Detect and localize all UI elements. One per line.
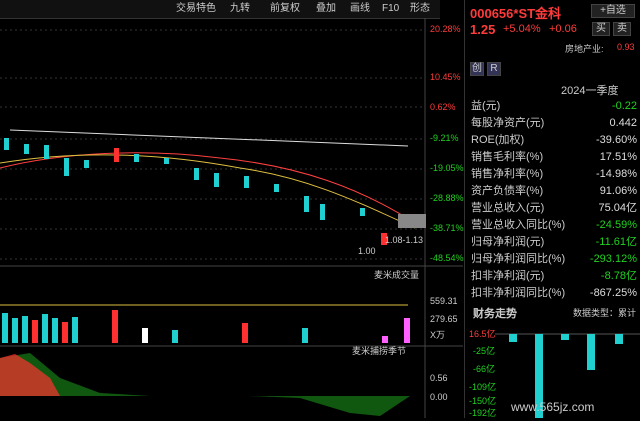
buy-button[interactable]: 买: [592, 22, 610, 36]
fin-row: 营业总收入同比(%) -24.59%: [471, 219, 637, 231]
trend-axis-label: -25亿: [473, 346, 496, 356]
fin-row: 资产负债率(%) 91.06%: [471, 185, 637, 197]
volume-unit: X万: [430, 330, 446, 340]
add-watchlist-button[interactable]: +自选: [591, 4, 635, 18]
price-axis-label: -28.88%: [430, 193, 464, 203]
sector-pct: 0.93: [617, 42, 635, 52]
change-pct: +5.04%: [503, 23, 541, 35]
fin-row: 益(元) -0.22: [471, 100, 637, 112]
fin-row: 销售净利率(%) -14.98%: [471, 168, 637, 180]
change-value: +0.06: [549, 23, 577, 35]
price-axis-label: -9.21%: [430, 133, 459, 143]
trend-axis-label: -66亿: [473, 364, 496, 374]
price-axis-label: -38.71%: [430, 223, 464, 233]
fin-row: 归母净利润(元) -11.61亿: [471, 236, 637, 248]
fin-row: 扣非净利润同比(%) -867.25%: [471, 287, 637, 299]
price-axis-label: 0.62%: [430, 102, 456, 112]
sector-label: 房地产业:: [565, 44, 604, 54]
toolbar-forward-adjust[interactable]: 前复权: [270, 3, 300, 14]
volume-axis-label: 279.65: [430, 314, 458, 324]
chart-toolbar: 交易特色 九转 前复权 叠加 画线 F10 形态: [0, 0, 440, 19]
price-axis-label: -48.54%: [430, 253, 464, 263]
toolbar-trade-features[interactable]: 交易特色: [176, 3, 216, 14]
tab-r[interactable]: R: [487, 62, 501, 76]
quote-panel: 000656*ST金科 +自选 1.25 +5.04% +0.06 买 卖 房地…: [464, 0, 640, 418]
fin-row: ROE(加权) -39.60%: [471, 134, 637, 146]
price: 1.25: [470, 22, 496, 37]
trend-chart: [495, 333, 640, 418]
fin-row: 每股净资产(元) 0.442: [471, 117, 637, 129]
trend-axis-label: -109亿: [469, 382, 497, 392]
trend-title: 财务走势: [473, 308, 517, 320]
watermark: www.565jz.com: [511, 400, 595, 414]
toolbar-pattern[interactable]: 形态: [410, 3, 430, 14]
toolbar-draw-line[interactable]: 画线: [350, 3, 370, 14]
toolbar-jiuzhuan[interactable]: 九转: [230, 3, 250, 14]
price-axis-label: 10.45%: [430, 72, 461, 82]
volume-title: 麦米成交量: [374, 270, 420, 280]
tab-chuang[interactable]: 创: [470, 62, 484, 76]
indicator-axis-label: 0.00: [430, 392, 448, 402]
sell-button[interactable]: 卖: [613, 22, 631, 36]
fin-row: 销售毛利率(%) 17.51%: [471, 151, 637, 163]
price-annotation: 1.00: [358, 246, 376, 256]
stock-code: 000656*ST金科: [470, 6, 562, 21]
toolbar-overlay[interactable]: 叠加: [316, 3, 336, 14]
fin-row: 营业总收入(元) 75.04亿: [471, 202, 637, 214]
toolbar-f10[interactable]: F10: [382, 3, 400, 14]
trend-axis-label: -150亿: [469, 396, 497, 406]
trend-axis-label: -192亿: [469, 408, 497, 418]
price-annotation: 1.08-1.13: [385, 235, 424, 245]
indicator-axis-label: 0.56: [430, 373, 448, 383]
fin-row: 归母净利润同比(%) -293.12%: [471, 253, 637, 265]
volume-axis-label: 559.31: [430, 296, 458, 306]
indicator-title: 麦米捕捞季节: [352, 346, 407, 356]
price-axis-label: 20.28%: [430, 24, 461, 34]
trend-axis-label: 16.5亿: [469, 329, 496, 339]
fin-row: 扣非净利润(元) -8.78亿: [471, 270, 637, 282]
period-select[interactable]: 2024一季度: [561, 85, 619, 97]
kline-svg: [0, 18, 463, 418]
trend-type-label[interactable]: 数据类型：累计: [573, 308, 637, 318]
price-axis-label: -19.05%: [430, 163, 464, 173]
kline-chart-area[interactable]: 20.28% 10.45% 0.62% -9.21% -19.05% -28.8…: [0, 18, 464, 418]
